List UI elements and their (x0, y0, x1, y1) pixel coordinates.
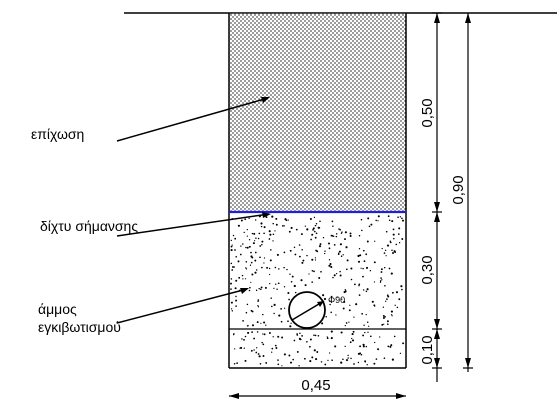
layer-arrow-top (434, 13, 440, 23)
sand-arrow (240, 288, 249, 294)
layer-arrow-bottom (434, 358, 440, 368)
sand-leader (116, 288, 248, 324)
backfill-arrow (261, 97, 270, 103)
pipe-diameter-arrow (317, 301, 324, 307)
layer-arrow-bedding-down (434, 329, 440, 339)
backfill-leader (116, 97, 269, 142)
sand-speckles (230, 215, 405, 367)
layer-top-label: 0,50 (419, 98, 436, 127)
total-arrow-bottom (465, 358, 471, 368)
width-dimension-label: 0,45 (301, 377, 330, 394)
layer-bottom-label: 0,10 (419, 335, 436, 364)
width-arrow-left (229, 393, 239, 399)
width-arrow-right (396, 393, 406, 399)
pipe-circle (288, 291, 326, 329)
warning-net-leader (116, 213, 270, 237)
backfill-label: επίχωση (31, 126, 84, 142)
warning-net-label: δίχτυ σήμανσης (40, 218, 138, 234)
backfill-layer (229, 13, 406, 212)
total-arrow-top (465, 13, 471, 23)
sand-label-line1: άμμος (38, 301, 77, 317)
layer-mid-label: 0,30 (419, 255, 436, 284)
layer-arrow-bedding-up (434, 319, 440, 329)
layer-arrow-net-down (434, 212, 440, 222)
sand-label-line2: εγκιβωτισμού (38, 319, 121, 335)
warning-net-arrow (262, 212, 271, 218)
layer-arrow-net-up (434, 202, 440, 212)
total-depth-label: 0,90 (450, 175, 467, 204)
pipe-label: Φ90 (328, 295, 345, 305)
sand-layer (229, 213, 406, 368)
